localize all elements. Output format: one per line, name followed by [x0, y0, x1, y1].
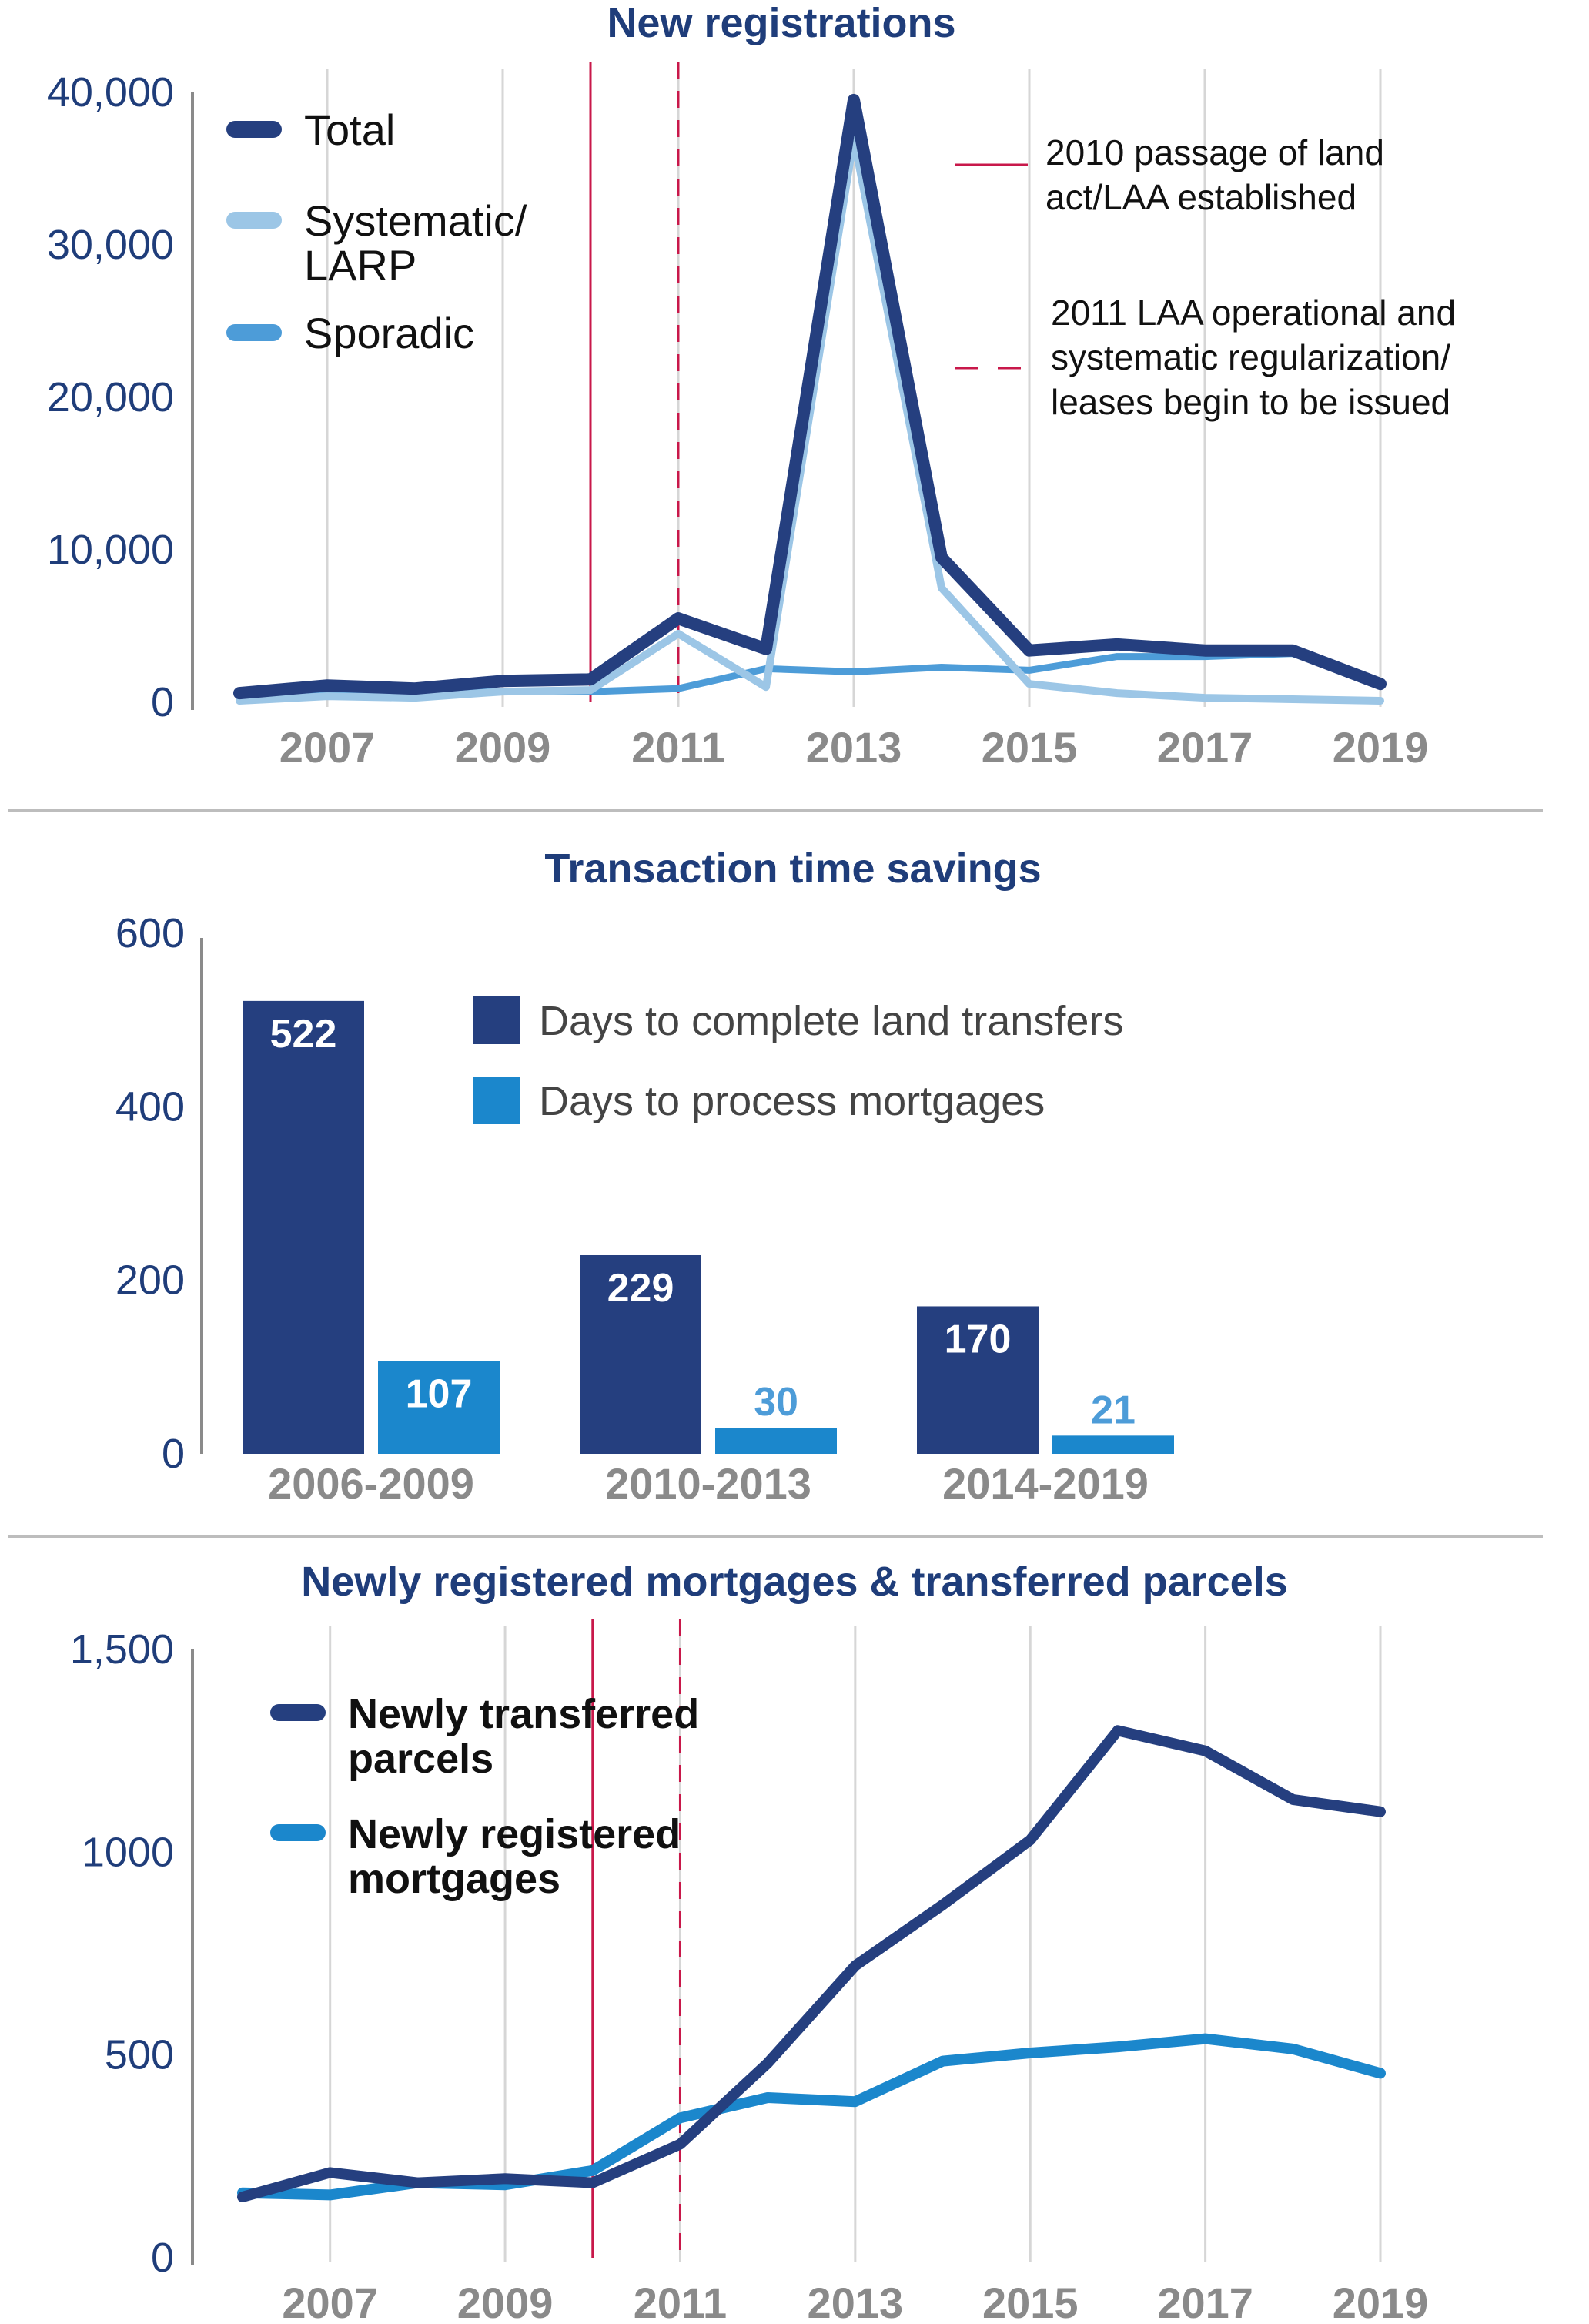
chart-title: New registrations — [607, 0, 955, 46]
y-tick-label: 600 — [115, 910, 185, 956]
x-tick-label: 2017 — [1157, 2279, 1253, 2324]
x-tick-label: 2009 — [457, 2279, 554, 2324]
legend-label: Sporadic — [304, 309, 474, 357]
y-tick-label: 30,000 — [47, 222, 174, 268]
x-tick-label: 2013 — [808, 2279, 904, 2324]
y-tick-label: 0 — [151, 2235, 174, 2281]
legend-label: Days to process mortgages — [539, 1078, 1045, 1124]
y-tick-label: 400 — [115, 1083, 185, 1130]
x-tick-label: 2007 — [282, 2279, 378, 2324]
x-tick-label: 2007 — [279, 723, 376, 772]
legend-label: Systematic/ — [304, 196, 527, 245]
y-tick-label: 1,500 — [70, 1626, 174, 1673]
x-category-label: 2014-2019 — [942, 1459, 1149, 1508]
y-tick-label: 200 — [115, 1257, 185, 1304]
y-tick-label: 20,000 — [47, 374, 174, 420]
series-line-newly-transferred-parcels — [237, 1725, 1386, 2202]
bar-days-to-process-mortgages-2006-2009 — [378, 1361, 500, 1454]
x-tick-label: 2017 — [1157, 723, 1253, 772]
event-annotation: systematic regularization/ — [1051, 337, 1450, 377]
y-tick-label: 0 — [162, 1431, 185, 1477]
bar-days-to-process-mortgages-2014-2019 — [1052, 1435, 1174, 1454]
y-tick-label: 40,000 — [47, 69, 174, 116]
y-tick-label: 10,000 — [47, 527, 174, 573]
bar-days-to-process-mortgages-2010-2013 — [715, 1428, 837, 1454]
event-annotation: 2011 LAA operational and — [1051, 293, 1456, 333]
x-tick-label: 2019 — [1333, 2279, 1429, 2324]
legend-label: Days to complete land transfers — [539, 998, 1123, 1044]
new-registrations-chart: New registrations 40,000 30,000 20,000 10,00… — [47, 0, 1456, 772]
legend-swatch — [473, 1077, 520, 1124]
x-category-label: 2006-2009 — [268, 1459, 474, 1508]
chart-title: Transaction time savings — [544, 846, 1041, 892]
y-tick-label: 500 — [105, 2032, 174, 2078]
chart-title: Newly registered mortgages & transferred… — [301, 1559, 1288, 1605]
bar-value-label: 170 — [945, 1317, 1012, 1361]
mortgages-parcels-chart: Newly registered mortgages & transferred… — [70, 1559, 1428, 2324]
legend-label: Newly transferred — [348, 1691, 699, 1737]
legend-label: Newly registered — [348, 1811, 681, 1857]
x-tick-label: 2009 — [455, 723, 551, 772]
x-category-label: 2010-2013 — [605, 1459, 811, 1508]
x-tick-label: 2011 — [634, 2279, 728, 2324]
bar-days-to-complete-land-transfers-2006-2009 — [243, 1000, 364, 1454]
event-annotation: act/LAA established — [1045, 177, 1357, 217]
x-tick-label: 2013 — [806, 723, 902, 772]
x-tick-label: 2019 — [1333, 723, 1429, 772]
transaction-time-chart: Transaction time savings 600 400 200 0 522 107… — [115, 846, 1174, 1508]
legend-label: mortgages — [348, 1856, 560, 1902]
bar-value-label: 107 — [406, 1371, 473, 1416]
x-tick-label: 2015 — [982, 723, 1078, 772]
series-line-newly-registered-mortgages — [237, 2033, 1386, 2201]
legend-label: LARP — [304, 241, 416, 290]
event-annotation: 2010 passage of land — [1045, 132, 1384, 172]
bar-value-label: 522 — [270, 1012, 337, 1057]
legend-label: parcels — [348, 1736, 493, 1782]
legend-label: Total — [304, 105, 395, 154]
y-tick-label: 0 — [151, 679, 174, 725]
bar-value-label: 30 — [754, 1380, 798, 1425]
x-tick-label: 2011 — [631, 723, 725, 772]
legend-swatch — [473, 996, 520, 1044]
series-line-total — [233, 93, 1387, 700]
event-annotation: leases begin to be issued — [1051, 382, 1450, 422]
bar-days-to-complete-land-transfers-2014-2019 — [917, 1306, 1039, 1454]
bar-value-label: 229 — [607, 1266, 674, 1311]
y-tick-label: 1000 — [82, 1829, 174, 1875]
bar-value-label: 21 — [1091, 1388, 1136, 1432]
x-tick-label: 2015 — [982, 2279, 1079, 2324]
bar-days-to-complete-land-transfers-2010-2013 — [580, 1254, 701, 1454]
